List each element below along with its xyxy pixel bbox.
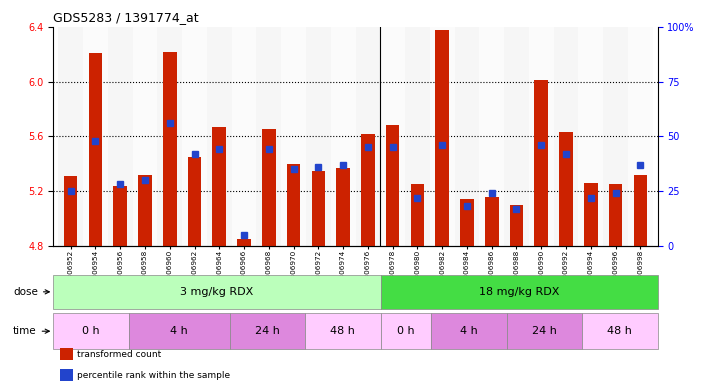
- Bar: [257, 27, 281, 246]
- Bar: [305, 313, 380, 349]
- Bar: [554, 27, 579, 246]
- Bar: [207, 27, 232, 246]
- Bar: [361, 134, 375, 246]
- Bar: [582, 313, 658, 349]
- Bar: [232, 27, 257, 246]
- Bar: [504, 27, 529, 246]
- Bar: [108, 27, 132, 246]
- Bar: [311, 170, 325, 246]
- Bar: [460, 199, 474, 246]
- Bar: [188, 157, 201, 246]
- Bar: [336, 168, 350, 246]
- Bar: [584, 183, 598, 246]
- Bar: [386, 125, 400, 246]
- Bar: [431, 313, 506, 349]
- Bar: [182, 27, 207, 246]
- Bar: [430, 27, 454, 246]
- Text: percentile rank within the sample: percentile rank within the sample: [77, 371, 230, 380]
- Bar: [479, 27, 504, 246]
- Text: 24 h: 24 h: [532, 326, 557, 336]
- Text: 48 h: 48 h: [331, 326, 356, 336]
- Text: 4 h: 4 h: [171, 326, 188, 336]
- Bar: [454, 27, 479, 246]
- Bar: [356, 27, 380, 246]
- Bar: [628, 27, 653, 246]
- Text: GDS5283 / 1391774_at: GDS5283 / 1391774_at: [53, 11, 199, 24]
- Bar: [53, 313, 129, 349]
- Text: 4 h: 4 h: [460, 326, 478, 336]
- Bar: [380, 313, 431, 349]
- Bar: [213, 127, 226, 246]
- Bar: [306, 27, 331, 246]
- Bar: [609, 184, 622, 246]
- Bar: [89, 53, 102, 246]
- Bar: [331, 27, 356, 246]
- Bar: [380, 27, 405, 246]
- Text: 0 h: 0 h: [397, 326, 415, 336]
- Bar: [485, 197, 498, 246]
- Bar: [506, 313, 582, 349]
- Bar: [287, 164, 300, 246]
- Bar: [380, 275, 658, 309]
- Bar: [64, 176, 77, 246]
- Bar: [113, 185, 127, 246]
- Bar: [262, 129, 276, 246]
- Text: 18 mg/kg RDX: 18 mg/kg RDX: [479, 287, 560, 297]
- Bar: [529, 27, 554, 246]
- Bar: [163, 51, 176, 246]
- Bar: [405, 27, 430, 246]
- Bar: [129, 313, 230, 349]
- Bar: [157, 27, 182, 246]
- Bar: [83, 27, 108, 246]
- Text: 24 h: 24 h: [255, 326, 280, 336]
- Text: 3 mg/kg RDX: 3 mg/kg RDX: [181, 287, 254, 297]
- Bar: [579, 27, 603, 246]
- Bar: [435, 30, 449, 246]
- Text: time: time: [13, 326, 49, 336]
- Bar: [138, 175, 151, 246]
- Bar: [510, 205, 523, 246]
- Bar: [603, 27, 628, 246]
- Bar: [132, 27, 157, 246]
- Text: 48 h: 48 h: [607, 326, 632, 336]
- Bar: [634, 175, 647, 246]
- Bar: [560, 132, 573, 246]
- Bar: [535, 80, 548, 246]
- Text: 0 h: 0 h: [82, 326, 100, 336]
- Bar: [411, 184, 424, 246]
- Bar: [230, 313, 305, 349]
- Bar: [237, 239, 251, 246]
- Text: dose: dose: [13, 287, 49, 297]
- Bar: [58, 27, 83, 246]
- Bar: [53, 275, 380, 309]
- Bar: [281, 27, 306, 246]
- Text: transformed count: transformed count: [77, 349, 161, 359]
